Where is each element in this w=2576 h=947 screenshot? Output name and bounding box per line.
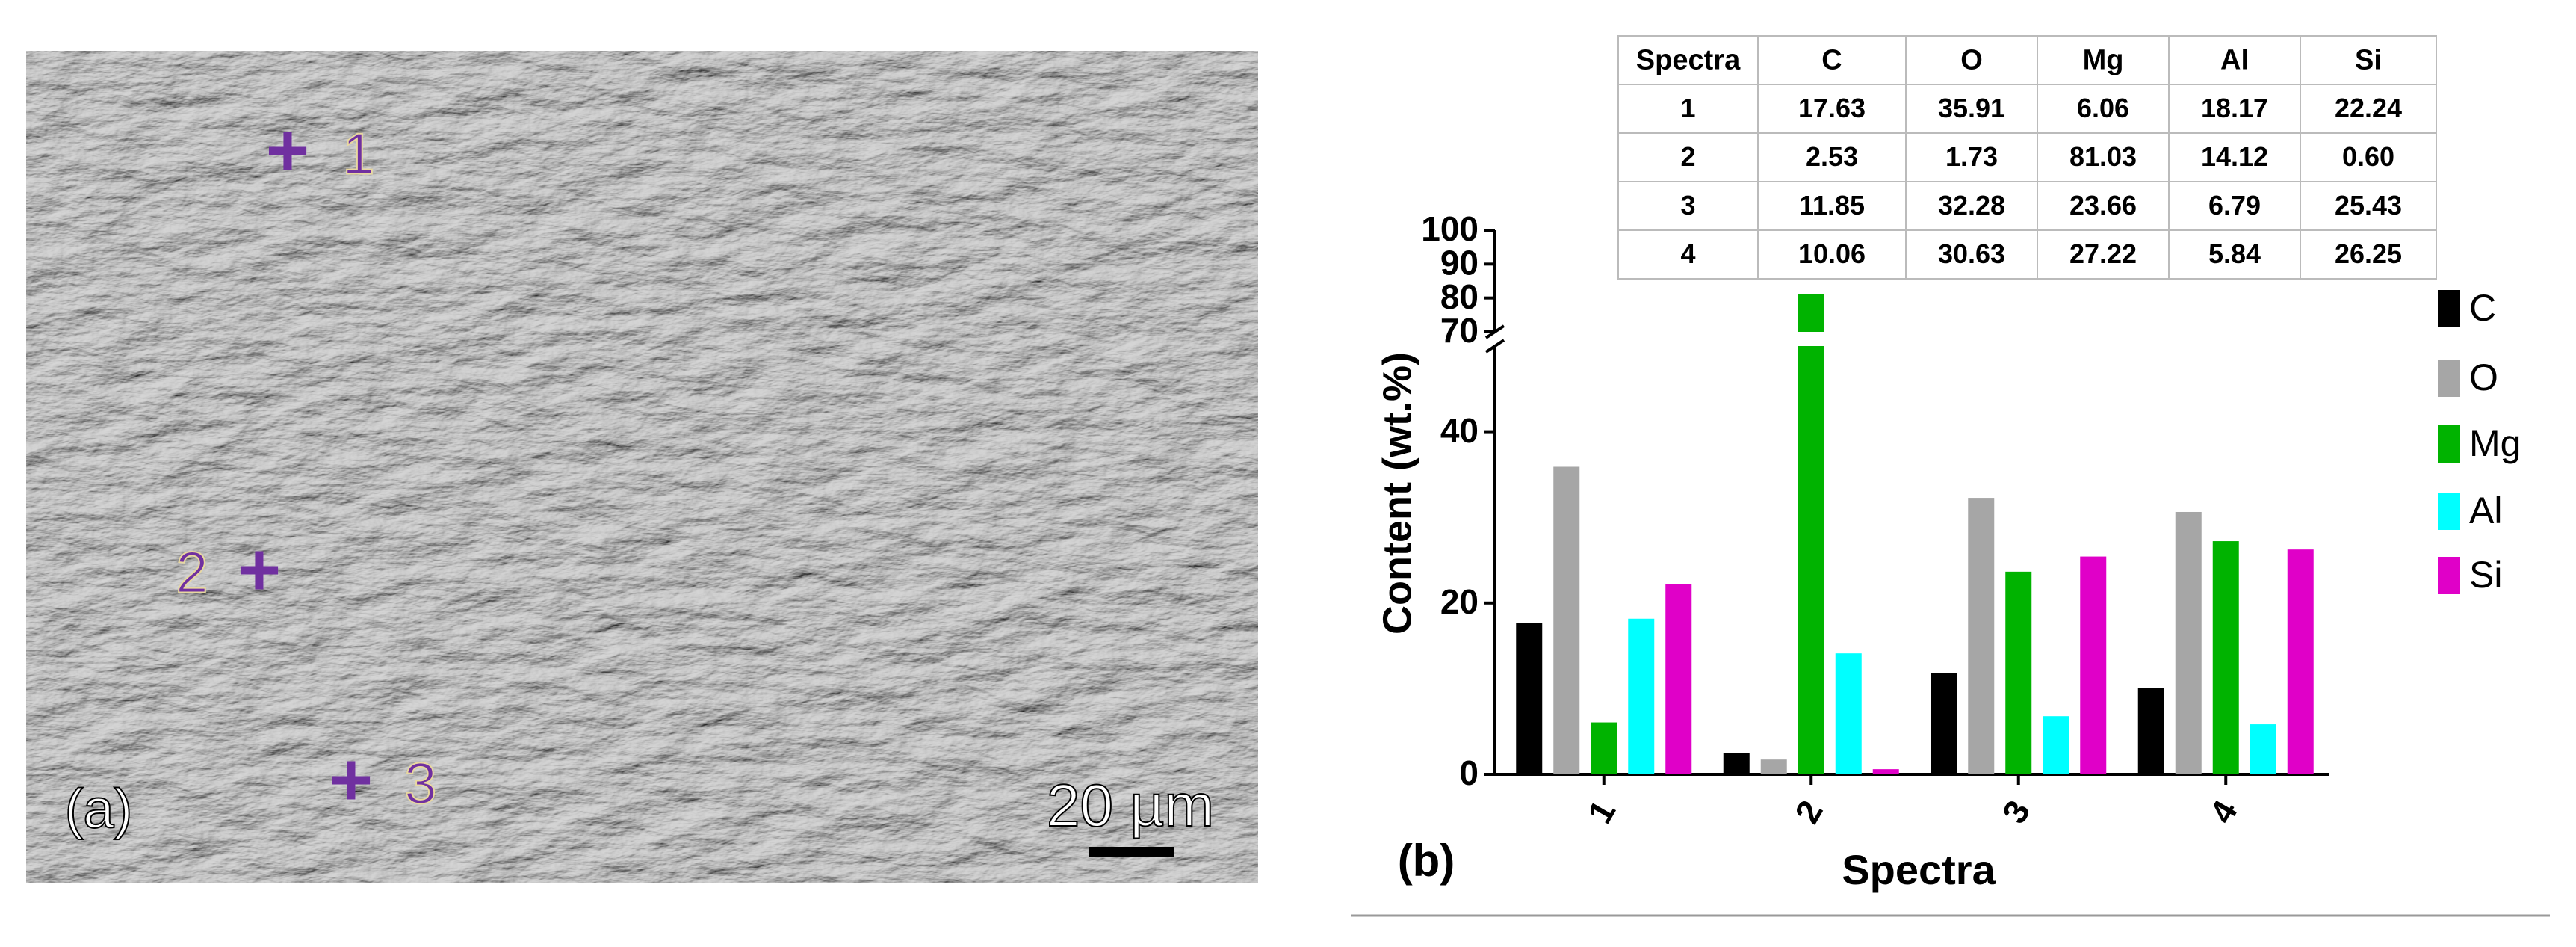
table-cell: 2 xyxy=(1680,141,1695,172)
x-tick-label: 3 xyxy=(1995,794,2038,830)
legend-label: O xyxy=(2469,357,2498,398)
bar xyxy=(2005,571,2032,774)
sem-image: + 1 2 + + 3 (a) 20 µm xyxy=(26,51,1258,883)
legend-label: Mg xyxy=(2469,422,2521,464)
legend-swatch xyxy=(2438,290,2460,327)
bar xyxy=(2175,511,2202,774)
table-cell: 30.63 xyxy=(1938,238,2005,269)
bar xyxy=(2043,716,2069,774)
bar xyxy=(2080,556,2107,774)
table-header: Mg xyxy=(2083,45,2124,76)
table-cell: 17.63 xyxy=(1798,93,1866,123)
bar xyxy=(1591,722,1617,774)
y-tick-label: 80 xyxy=(1440,277,1479,316)
table-cell: 10.06 xyxy=(1798,238,1866,269)
table-cell: 6.06 xyxy=(2077,93,2129,123)
legend-swatch xyxy=(2438,360,2460,397)
table-cell: 27.22 xyxy=(2069,238,2137,269)
y-tick-label: 100 xyxy=(1421,209,1479,248)
x-tick-label: 1 xyxy=(1580,794,1623,830)
marker-label: 1 xyxy=(342,121,374,187)
table-cell: 6.79 xyxy=(2208,190,2261,220)
table: Spectra C O Mg Al Si 1 17.63 35.91 6.06 18.17 22.24… xyxy=(1617,35,2437,280)
bar xyxy=(1968,498,1995,774)
legend-label: Al xyxy=(2469,490,2502,531)
bar xyxy=(1760,759,1787,774)
table-header: C xyxy=(1821,45,1842,76)
bar xyxy=(1835,653,1862,774)
table-cell: 25.43 xyxy=(2335,190,2402,220)
chart: (b) Spectra Content (wt.%) 0204070809010… xyxy=(1375,209,2521,893)
bar xyxy=(2287,549,2314,774)
table-cell: 2.53 xyxy=(1806,141,1858,172)
y-tick-label: 20 xyxy=(1440,582,1479,621)
legend-label: C xyxy=(2469,287,2496,329)
bar xyxy=(1628,618,1655,774)
marker-cross: + xyxy=(329,738,373,821)
y-axis-title: Content (wt.%) xyxy=(1375,352,1419,635)
table-cell: 18.17 xyxy=(2201,93,2268,123)
bar xyxy=(1665,584,1692,774)
table-cell: 32.28 xyxy=(1938,190,2005,220)
table-cell: 26.25 xyxy=(2335,238,2402,269)
table-header: Al xyxy=(2220,45,2249,76)
axis-break xyxy=(1484,339,1505,354)
legend-swatch xyxy=(2438,425,2460,463)
bar xyxy=(2250,724,2276,774)
table-cell: 1.73 xyxy=(1945,141,1998,172)
table-cell: 1 xyxy=(1680,93,1695,123)
marker-cross: + xyxy=(238,528,281,611)
table-cell: 4 xyxy=(1680,238,1695,269)
bar xyxy=(2212,541,2239,774)
y-tick-label: 0 xyxy=(1459,753,1479,792)
sem-texture xyxy=(26,51,1258,883)
marker-label: 3 xyxy=(404,750,436,816)
bar xyxy=(1798,294,1824,332)
marker-label: 2 xyxy=(176,540,208,605)
panel-label: (b) xyxy=(1398,836,1455,886)
table-header: Spectra xyxy=(1636,45,1741,76)
table-cell: 5.84 xyxy=(2208,238,2261,269)
bar xyxy=(1553,466,1580,774)
scale-bar-label: 20 µm xyxy=(1047,772,1214,839)
y-tick-label: 40 xyxy=(1440,411,1479,450)
bar xyxy=(1872,769,1899,774)
y-tick-label: 70 xyxy=(1440,311,1479,350)
table-cell: 22.24 xyxy=(2335,93,2402,123)
legend-label: Si xyxy=(2469,554,2502,596)
table-cell: 81.03 xyxy=(2069,141,2137,172)
table-cell: 35.91 xyxy=(1938,93,2005,123)
table-cell: 14.12 xyxy=(2201,141,2268,172)
table-header: O xyxy=(1960,45,1983,76)
table-cell: 0.60 xyxy=(2342,141,2394,172)
bar xyxy=(1723,753,1750,774)
bar xyxy=(1798,346,1824,774)
bar xyxy=(2137,688,2164,774)
table-cell: 23.66 xyxy=(2069,190,2137,220)
x-tick-label: 4 xyxy=(2202,794,2245,830)
x-axis-title: Spectra xyxy=(1842,846,1996,893)
table-cell: 3 xyxy=(1680,190,1695,220)
marker-cross: + xyxy=(266,108,309,192)
table-header: Si xyxy=(2355,45,2382,76)
bar xyxy=(1516,623,1543,774)
scale-bar xyxy=(1089,847,1174,857)
legend-swatch xyxy=(2438,493,2460,530)
table-cell: 11.85 xyxy=(1799,190,1865,220)
bar xyxy=(1931,673,1957,774)
y-tick-label: 90 xyxy=(1440,243,1479,282)
legend-swatch xyxy=(2438,557,2460,594)
x-tick-label: 2 xyxy=(1787,794,1830,830)
panel-label: (a) xyxy=(65,778,132,840)
table-frame xyxy=(1617,35,2437,280)
